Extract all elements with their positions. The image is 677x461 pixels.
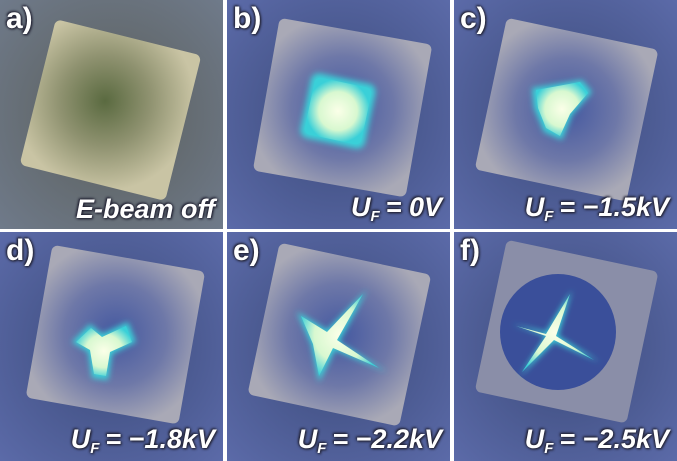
panel-label: e): [233, 234, 260, 268]
panel-label: d): [6, 234, 34, 268]
panel: c) UF = −1.5kV: [454, 0, 677, 229]
panel-caption: E-beam off: [76, 194, 215, 225]
subscript: F: [90, 440, 99, 457]
subscript: F: [544, 208, 553, 225]
panel: e) UF = −2.2kV: [227, 232, 450, 461]
panel-caption: UF = −2.2kV: [298, 424, 442, 457]
caption-text: = −1.8kV: [105, 424, 215, 454]
panel: d) UF = −1.8kV: [0, 232, 223, 461]
panel: f) UF = −2.5kV: [454, 232, 677, 461]
subscript: F: [317, 440, 326, 457]
panel-label: c): [460, 2, 487, 36]
panel-caption: UF = −1.8kV: [71, 424, 215, 457]
caption-text: = −2.5kV: [559, 424, 669, 454]
panel: a) E-beam off: [0, 0, 223, 229]
subscript: F: [371, 208, 380, 225]
caption-text: = 0V: [386, 192, 442, 222]
panel-caption: UF = −2.5kV: [525, 424, 669, 457]
panel-caption: UF = 0V: [351, 192, 442, 225]
panel-caption: UF = −1.5kV: [525, 192, 669, 225]
symbol: U: [525, 424, 545, 454]
symbol: U: [298, 424, 318, 454]
subscript: F: [544, 440, 553, 457]
symbol: U: [351, 192, 371, 222]
caption-text: = −1.5kV: [559, 192, 669, 222]
figure: a) E-beam off b) UF= 0V c) UF= −1.5kV d): [0, 0, 677, 461]
panel-label: a): [6, 2, 33, 36]
panel-label: f): [460, 234, 480, 268]
caption-text: = −2.2kV: [332, 424, 442, 454]
panel-label: b): [233, 2, 261, 36]
symbol: U: [525, 192, 545, 222]
symbol: U: [71, 424, 91, 454]
panel: b) UF = 0V: [227, 0, 450, 229]
